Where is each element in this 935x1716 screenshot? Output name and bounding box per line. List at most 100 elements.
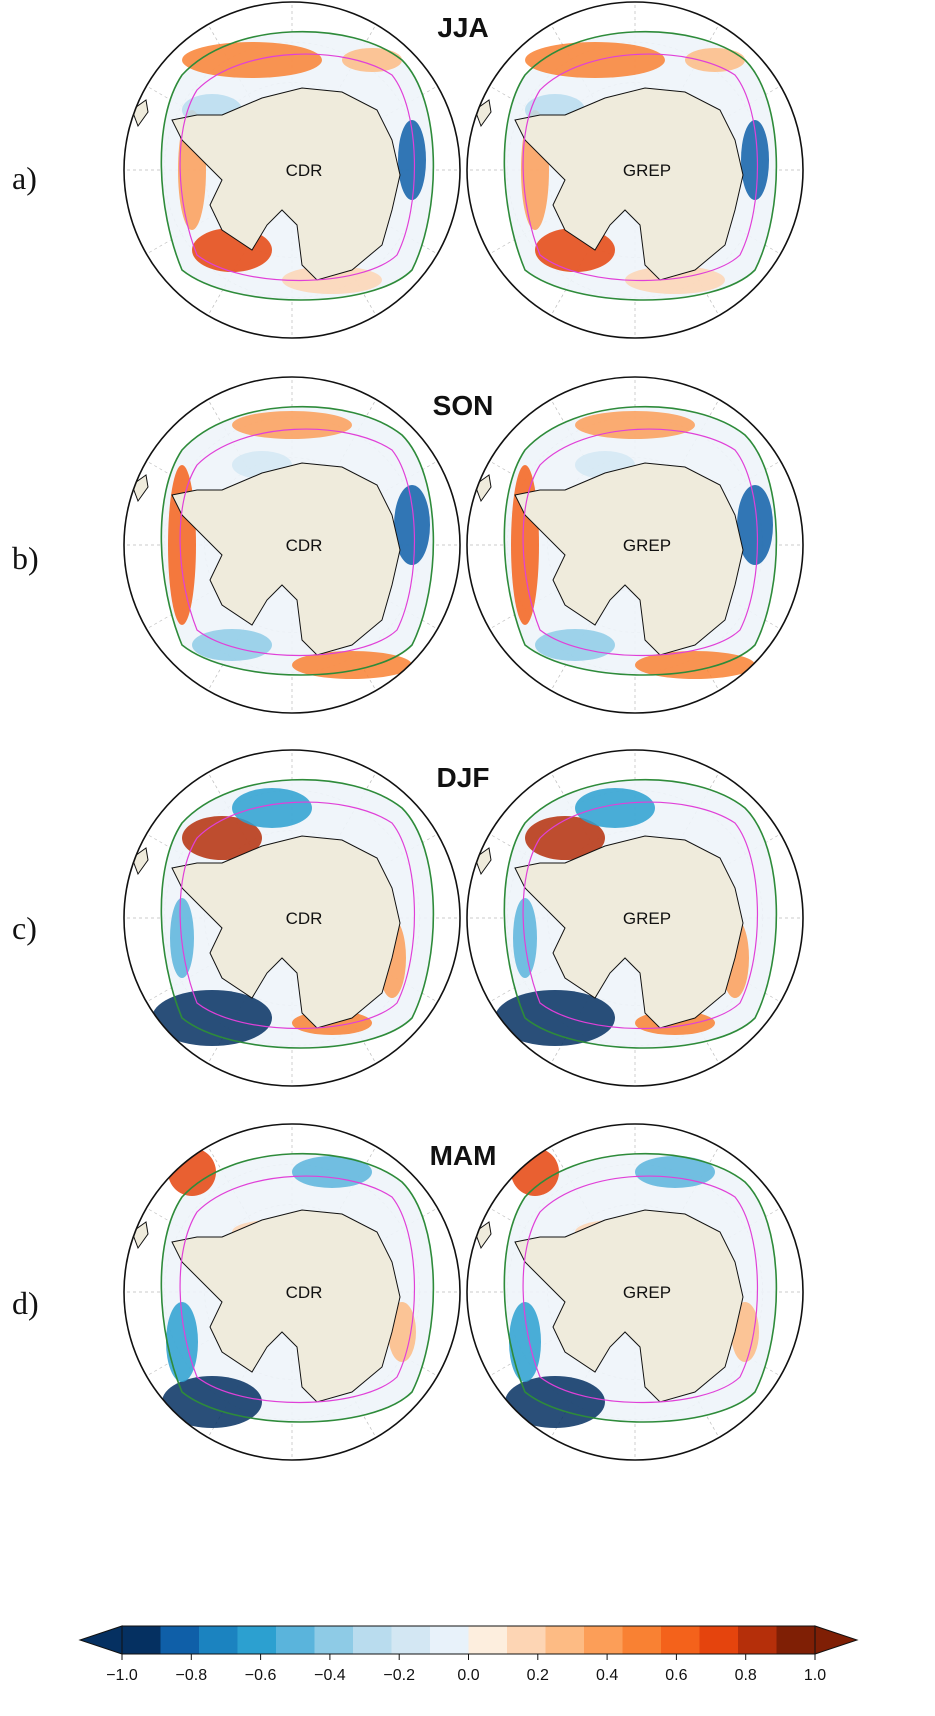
colorbar-bin <box>430 1626 469 1654</box>
map-frame <box>123 749 461 1087</box>
south-america-tip <box>474 1221 492 1250</box>
anomaly-patch <box>575 411 695 439</box>
south-america-tip <box>131 1221 149 1250</box>
ice-edge-contour-inner <box>522 801 758 1030</box>
colorbar-bin <box>314 1626 354 1654</box>
panel-label: CDR <box>286 1283 323 1302</box>
ice-edge-contour-inner <box>179 801 415 1030</box>
anomaly-patch <box>509 1302 541 1382</box>
colorbar-bin <box>122 1626 161 1654</box>
anomaly-patch <box>170 898 194 978</box>
colorbar-tick-label: −0.8 <box>176 1667 208 1684</box>
map-frame <box>466 1 804 339</box>
anomaly-patch <box>525 816 605 860</box>
colorbar-tick-label: 0.4 <box>596 1667 618 1684</box>
colorbar-bin <box>391 1626 431 1654</box>
colorbar-bin <box>276 1626 315 1654</box>
row-label-c: c) <box>12 910 37 946</box>
colorbar-tick-label: 0.2 <box>527 1667 549 1684</box>
colorbar-tick-label: −0.4 <box>314 1667 346 1684</box>
anomaly-patch <box>513 898 537 978</box>
ice-edge-contour-outer <box>503 30 778 301</box>
colorbar-bin <box>353 1626 392 1654</box>
south-america-tip <box>474 474 492 503</box>
row-label-d: d) <box>12 1285 39 1321</box>
row-label-a: a) <box>12 160 37 196</box>
panel-label: CDR <box>286 909 323 928</box>
anomaly-patch <box>162 1376 262 1428</box>
map-frame <box>466 1123 804 1461</box>
colorbar-bin <box>199 1626 238 1654</box>
ice-edge-contour-outer <box>503 405 778 676</box>
anomaly-patch <box>625 266 725 294</box>
row-label-b: b) <box>12 540 39 576</box>
anomaly-patch <box>292 651 412 679</box>
anomaly-patch <box>292 1156 372 1188</box>
anomaly-patch <box>741 120 769 200</box>
map-panel-djf-cdr: CDR <box>123 749 461 1087</box>
longitude-gridline <box>207 544 293 691</box>
polar-map-grid: CDR GREP CDR GREP CDR GREP CDR GREP <box>123 1 804 1461</box>
colorbar-tick-label: −1.0 <box>106 1667 138 1684</box>
south-america-tip <box>474 847 492 876</box>
antarctica-landmass <box>514 462 744 656</box>
ice-edge-contour-outer <box>160 405 435 676</box>
south-america-tip <box>131 99 149 128</box>
colorbar-bin <box>738 1626 777 1654</box>
antarctica-landmass <box>514 1209 744 1403</box>
map-panel-son-cdr: CDR <box>123 376 461 714</box>
anomaly-patch <box>282 266 382 294</box>
ice-edge-contour-outer <box>160 1152 435 1423</box>
colorbar-tick-label: 1.0 <box>804 1667 826 1684</box>
colorbar-bin <box>468 1626 508 1654</box>
season-title-jja: JJA <box>437 12 489 43</box>
ice-edge-contour-outer <box>160 778 435 1049</box>
season-title-mam: MAM <box>429 1140 497 1171</box>
anomaly-patch <box>398 120 426 200</box>
anomaly-patch <box>685 48 745 72</box>
anomaly-patch <box>635 651 755 679</box>
colorbar-bin <box>237 1626 277 1654</box>
anomaly-patch <box>505 1376 605 1428</box>
map-frame <box>123 1 461 339</box>
anomaly-patch <box>495 990 615 1046</box>
colorbar-extend-low <box>78 1625 123 1655</box>
ice-edge-contour-inner <box>522 428 758 657</box>
panel-label: GREP <box>623 1283 671 1302</box>
anomaly-patch <box>737 485 773 565</box>
anomaly-patch <box>525 42 665 78</box>
anomaly-patch <box>166 1302 198 1382</box>
season-title-djf: DJF <box>436 762 490 793</box>
antarctica-landmass <box>171 87 401 281</box>
anomaly-patch <box>182 816 262 860</box>
ice-edge-contour-inner <box>179 428 415 657</box>
south-america-tip <box>474 99 492 128</box>
colorbar-bin <box>160 1626 200 1654</box>
antarctica-landmass <box>171 1209 401 1403</box>
colorbar-bin <box>507 1626 546 1654</box>
colorbar-bin <box>699 1626 739 1654</box>
map-frame <box>466 376 804 714</box>
anomaly-patch <box>232 411 352 439</box>
panel-label: CDR <box>286 161 323 180</box>
ice-edge-contour-outer <box>160 30 435 301</box>
anomaly-patch <box>152 990 272 1046</box>
anomaly-patch <box>575 788 655 828</box>
ice-edge-contour-outer <box>503 1152 778 1423</box>
ice-edge-contour-outer <box>503 778 778 1049</box>
anomaly-patch <box>342 48 402 72</box>
map-panel-mam-cdr: CDR <box>123 1123 461 1461</box>
anomaly-patch <box>535 629 615 661</box>
colorbar: −1.0 −0.8 −0.6 −0.4 −0.2 0.0 0.2 0.4 0.6 0.8 1.0 <box>78 1625 859 1684</box>
ice-edge-contour-inner <box>179 1175 415 1404</box>
ice-edge-contour-inner <box>179 53 415 282</box>
season-title-son: SON <box>432 390 494 421</box>
panel-label: CDR <box>286 536 323 555</box>
map-panel-son-grep: GREP <box>466 376 804 714</box>
ice-edge-contour-inner <box>522 53 758 282</box>
map-frame <box>466 749 804 1087</box>
anomaly-patch <box>394 485 430 565</box>
colorbar-bin <box>776 1626 816 1654</box>
map-panel-jja-grep: GREP <box>466 1 804 339</box>
colorbar-bin <box>622 1626 662 1654</box>
